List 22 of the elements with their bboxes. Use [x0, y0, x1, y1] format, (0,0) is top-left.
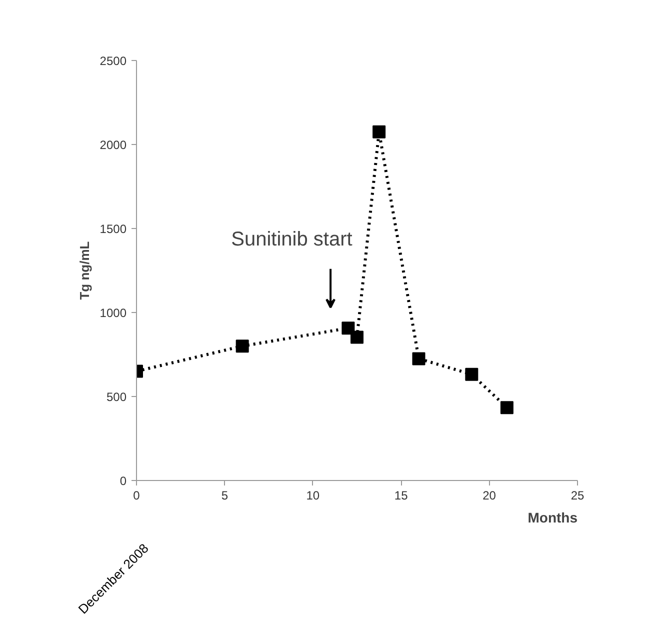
point	[500, 401, 514, 414]
y-tick-label: 1000	[100, 306, 127, 320]
point	[465, 368, 478, 381]
x-tick-label: 25	[570, 488, 584, 502]
y-tick-label: 500	[106, 390, 127, 404]
x-tick-label: 10	[306, 488, 320, 502]
y-tick-label: 2500	[100, 54, 127, 68]
y-tick-label: 2000	[100, 138, 127, 152]
x-tick-label: 15	[394, 488, 408, 502]
point	[236, 340, 249, 353]
point	[350, 330, 364, 344]
point	[342, 322, 355, 335]
point	[372, 125, 386, 138]
y-tick-label: 1500	[100, 222, 127, 236]
x-axis-title: Months	[528, 510, 578, 526]
annotation: Sunitinib start	[231, 228, 353, 250]
x-tick-label: 0	[133, 488, 140, 502]
point	[412, 352, 426, 366]
y-axis-title: Tg ng/mL	[76, 241, 92, 300]
x-tick-label: 5	[221, 488, 228, 502]
y-tick-label: 0	[120, 474, 127, 488]
x-tick-label: 20	[482, 488, 496, 502]
